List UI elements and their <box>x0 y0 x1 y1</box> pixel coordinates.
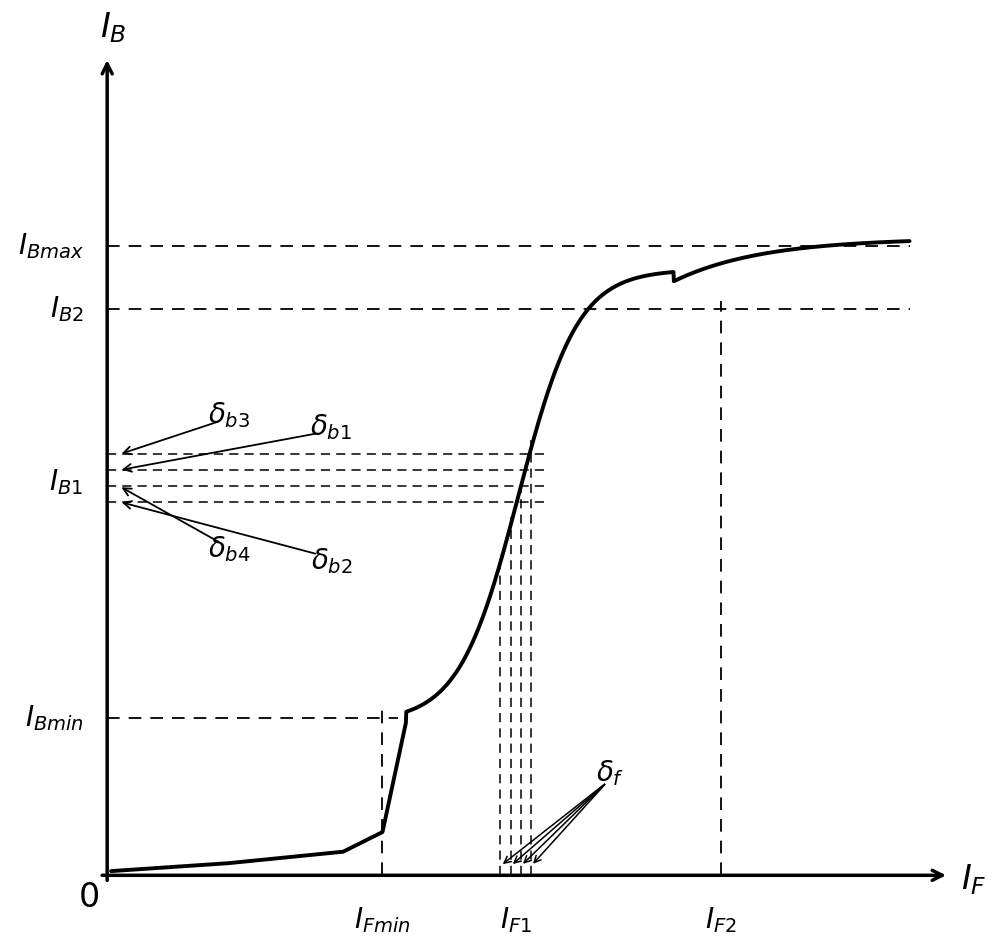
Text: $I_F$: $I_F$ <box>961 862 986 897</box>
Text: $I_B$: $I_B$ <box>100 10 127 45</box>
Text: $I_{F2}$: $I_{F2}$ <box>705 905 737 935</box>
Text: $\delta_{f}$: $\delta_{f}$ <box>596 758 625 788</box>
Text: $\delta_{b3}$: $\delta_{b3}$ <box>208 400 250 430</box>
Text: $I_{Bmax}$: $I_{Bmax}$ <box>18 231 84 261</box>
Text: $I_{Fmin}$: $I_{Fmin}$ <box>354 905 411 935</box>
Text: $I_{B1}$: $I_{B1}$ <box>49 467 84 497</box>
Text: $\delta_{b1}$: $\delta_{b1}$ <box>310 412 352 442</box>
Text: $I_{Bmin}$: $I_{Bmin}$ <box>25 703 84 733</box>
Text: $\delta_{b4}$: $\delta_{b4}$ <box>208 534 250 564</box>
Text: $\delta_{b2}$: $\delta_{b2}$ <box>311 546 352 575</box>
Text: $I_{B2}$: $I_{B2}$ <box>50 294 84 324</box>
Text: $I_{F1}$: $I_{F1}$ <box>500 905 532 935</box>
Text: 0: 0 <box>79 881 100 914</box>
